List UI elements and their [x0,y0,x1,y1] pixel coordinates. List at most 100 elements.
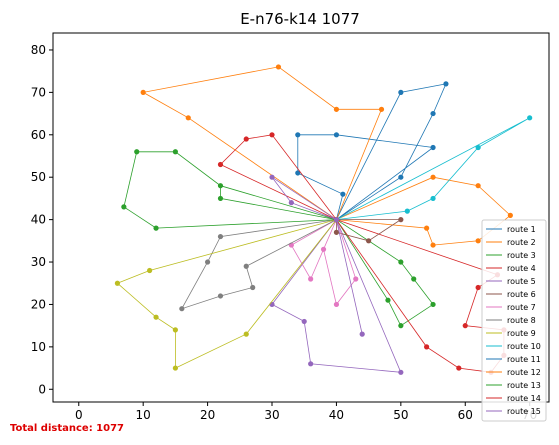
route-8-point [204,259,211,265]
route-3-point [398,323,404,329]
axis-ticks: 0102030405060708001020304050607080 [31,43,538,422]
legend: route 1 route 2 route 3 route 4 route 5 route… [481,219,547,422]
route-4-point [475,284,481,291]
route-10-point [430,195,436,202]
legend-label: route 13 [507,381,541,390]
route-1-point [340,191,346,197]
route-3-point [385,297,391,303]
route-13-point [121,204,127,210]
legend-label: route 15 [507,407,541,416]
route-13-point [134,149,140,155]
route-2-point [430,242,436,248]
route-5-line [271,219,402,373]
route-4-point [269,132,275,138]
legend-label: route 4 [507,264,536,273]
route-5-point [308,361,314,367]
route-3-point [398,259,404,265]
route-10-point [404,208,410,214]
x-tick-label: 10 [136,408,151,422]
route-8-point [243,263,249,269]
y-tick-label: 80 [31,43,46,57]
route-2-point [430,174,436,180]
route-1-point [430,110,436,117]
route-1-point [295,170,301,176]
legend-label: route 1 [507,225,536,234]
route-3-line [336,219,434,327]
route-9 [114,217,340,371]
route-4-point [424,344,430,350]
legend-label: route 7 [507,303,536,312]
legend-label: route 14 [507,394,541,403]
route-15-point [359,331,365,337]
route-2-point [475,238,481,244]
y-tick-label: 30 [31,255,46,269]
route-2-point [333,106,340,112]
legend-label: route 9 [507,329,536,338]
route-9-point [243,331,249,337]
legend-label: route 3 [507,251,536,260]
route-2-point [475,183,481,189]
x-tick-label: 20 [200,408,215,422]
route-4-point [462,323,468,329]
route-1-point [398,89,404,95]
route-15-point [333,217,340,223]
route-8-line [180,219,337,310]
route-15-point [288,200,294,206]
route-lines [114,64,533,375]
route-9-point [147,267,153,274]
y-tick-label: 70 [31,85,46,99]
route-9-point [153,314,159,320]
route-3-point [411,276,417,282]
y-tick-label: 40 [31,213,46,227]
route-2-point [424,225,430,231]
x-tick-label: 0 [75,408,83,422]
route-8-point [217,293,224,299]
route-13-point [217,183,224,189]
route-4-point [217,161,224,168]
legend-label: route 12 [507,368,541,377]
legend-label: route 11 [507,355,541,364]
route-1-point [295,132,301,138]
route-7-point [320,246,327,252]
route-15 [269,174,365,337]
route-15-line [271,176,363,335]
route-6-point [366,238,372,244]
route-8 [179,217,340,312]
route-10-line [336,117,530,220]
chart-title: E-n76-k14 1077 [240,10,360,28]
y-tick-label: 50 [31,170,46,184]
y-tick-label: 60 [31,128,46,142]
route-10 [333,115,533,223]
route-2-point [378,106,385,112]
route-7-point [308,276,314,282]
legend-label: route 2 [507,238,536,247]
y-tick-label: 20 [31,297,46,311]
route-4-point [456,365,462,371]
route-2-point [507,212,513,218]
route-7-line [290,219,357,306]
route-9-point [114,280,121,286]
x-tick-label: 30 [264,408,279,422]
route-10-point [527,115,533,121]
route-2-point [185,115,191,121]
route-1-point [443,81,449,87]
route-13-point [217,195,224,202]
plot-frame [52,32,550,403]
route-6-point [398,217,404,223]
route-4-line [219,134,505,373]
x-tick-label: 40 [329,408,344,422]
total-distance-label: Total distance: 1077 [10,423,125,434]
route-13-line [123,151,337,229]
route-10-point [475,144,481,151]
route-15-point [269,174,275,180]
route-5-point [269,301,275,308]
y-tick-label: 10 [31,340,46,354]
route-3 [333,217,436,329]
legend-label: route 6 [507,290,536,299]
route-9-point [172,327,178,333]
route-1-point [430,144,436,151]
legend-label: route 10 [507,342,541,351]
route-8-point [179,306,185,312]
route-9-line [116,219,337,369]
